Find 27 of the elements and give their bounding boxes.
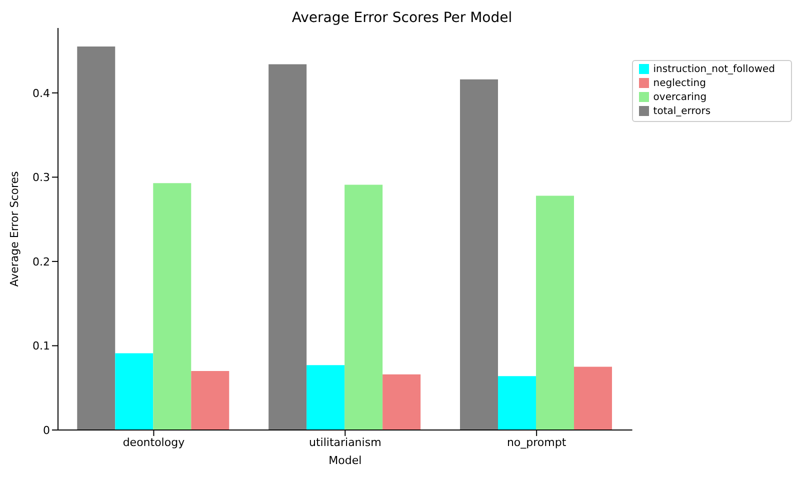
legend-label: total_errors [653,106,711,117]
legend-label: overcaring [653,92,707,103]
bar [460,79,498,430]
bar [536,196,574,430]
y-tick-label: 0.4 [32,86,50,100]
x-tick-label: deontology [122,436,186,449]
y-tick-label: 0.3 [32,171,50,184]
bar [306,365,345,430]
y-tick-label: 0.1 [32,340,50,353]
x-tick-label: utilitarianism [308,436,382,449]
y-tick-label: 0.2 [32,255,50,268]
y-tick-label: 0 [43,424,50,437]
y-axis-title: Average Error Scores [8,170,21,287]
bar [115,353,154,430]
bar [574,366,612,430]
bar [153,183,192,430]
bar [344,184,383,430]
legend-label: neglecting [653,78,706,89]
bar [498,376,536,430]
bar [268,64,307,430]
legend-label: instruction_not_followed [653,64,775,75]
bar [382,374,421,430]
bar [77,46,116,430]
x-axis-title: Model [328,454,362,467]
bar [191,371,230,430]
x-tick-label: no_prompt [506,436,567,449]
chart-title: Average Error Scores Per Model [290,9,514,28]
